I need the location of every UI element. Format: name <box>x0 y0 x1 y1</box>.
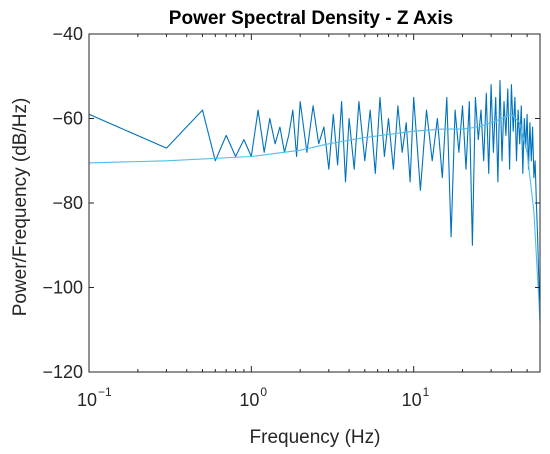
x-tick-exponent: 0 <box>260 385 267 399</box>
y-tick-label: −100 <box>42 278 83 298</box>
x-tick-label: 10 <box>77 390 97 410</box>
axes-box <box>88 33 541 373</box>
series-line-2 <box>89 113 540 322</box>
y-tick-label: −60 <box>52 109 83 129</box>
chart-title: Power Spectral Density - Z Axis <box>169 8 453 29</box>
y-tick-label: −80 <box>52 193 83 213</box>
x-tick-label: 10 <box>239 390 259 410</box>
x-tick-exponent: −1 <box>98 385 112 399</box>
y-tick-label: −120 <box>42 362 83 382</box>
y-axis-label: Power/Frequency (dB/Hz) <box>10 98 31 317</box>
x-axis-label: Frequency (Hz) <box>250 427 381 448</box>
y-tick-label: −40 <box>52 24 83 44</box>
x-tick-label: 10 <box>402 390 422 410</box>
series-line-1 <box>89 79 540 322</box>
x-tick-exponent: 1 <box>423 385 430 399</box>
